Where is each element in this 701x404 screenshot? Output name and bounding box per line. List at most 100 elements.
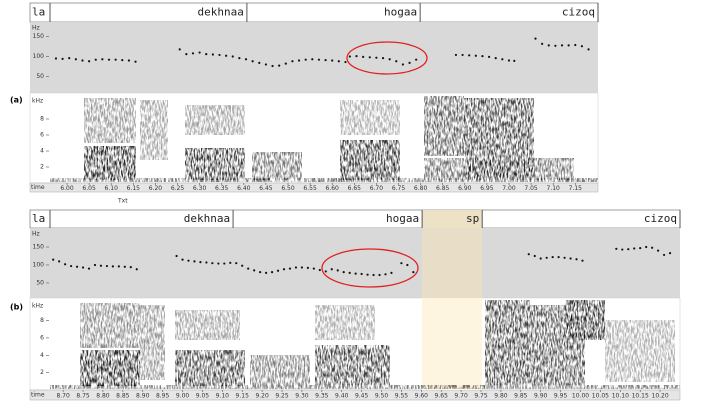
khz-tick-label: 4: [40, 148, 44, 155]
pitch-point: [127, 59, 130, 62]
pitch-point: [253, 269, 256, 272]
pitch-point: [366, 273, 369, 276]
time-tick-label: 9.35: [315, 393, 329, 400]
pitch-point: [324, 270, 327, 273]
pitch-point: [348, 55, 351, 58]
pitch-point: [539, 257, 542, 260]
time-tick-label: 9.45: [355, 393, 369, 400]
pitch-point: [400, 262, 403, 265]
pitch-point: [94, 58, 97, 61]
pitch-point: [300, 266, 304, 269]
time-tick-label: 6.40: [237, 185, 251, 192]
time-tick-label: 9.00: [176, 393, 190, 400]
pitch-point: [545, 256, 548, 259]
pitch-point: [513, 59, 516, 62]
sp-highlight: [422, 228, 482, 298]
pitch-point: [64, 263, 67, 266]
hz-tick-label: 150: [33, 244, 45, 251]
time-tick-label: 6.00: [60, 185, 74, 192]
pitch-point: [575, 258, 578, 261]
pitch-point: [241, 264, 244, 267]
pitch-point: [384, 273, 387, 276]
note: Txt: [117, 198, 128, 205]
pitch-point: [297, 59, 301, 62]
sp-highlight: [422, 298, 482, 390]
pitch-point: [211, 53, 214, 56]
pitch-point: [388, 58, 391, 61]
pitch-point: [181, 258, 184, 261]
time-tick-label: 6.35: [215, 185, 229, 192]
pitch-point: [58, 260, 61, 263]
pitch-point: [134, 60, 137, 63]
word: sp: [466, 212, 479, 225]
word: hogaa: [386, 212, 419, 225]
pitch-point: [468, 54, 471, 57]
pitch-point: [580, 45, 584, 48]
time-tick-label: 10.00: [572, 393, 589, 400]
pitch-point: [114, 58, 117, 61]
pitch-point: [135, 268, 138, 271]
word: dekhnaa: [198, 6, 244, 19]
pitch-point: [501, 58, 504, 61]
time-tick-label: 6.75: [392, 185, 406, 192]
pitch-point: [461, 53, 464, 57]
time-tick-label: 8.80: [96, 393, 110, 400]
time-tick-label: 7.05: [524, 185, 538, 192]
pitch-point: [494, 56, 497, 60]
pitch-point: [633, 247, 636, 250]
pitch-point: [247, 267, 250, 270]
pitch-point: [651, 246, 654, 249]
khz-tick-label: 2: [40, 369, 44, 376]
pitch-point: [639, 247, 642, 250]
pitch-point: [337, 60, 340, 63]
pitch-point: [408, 61, 411, 64]
pitch-point: [117, 265, 120, 268]
pitch-point: [258, 61, 261, 64]
pitch-point: [175, 254, 178, 258]
time-tick-label: 6.25: [171, 185, 185, 192]
pitch-point: [336, 269, 339, 272]
pitch-point: [101, 58, 104, 61]
time-tick-label: 6.30: [193, 185, 207, 192]
axis-label: kHz: [32, 303, 43, 310]
khz-tick-label: 4: [40, 352, 44, 359]
pitch-point: [360, 272, 363, 276]
pitch-point: [278, 64, 281, 67]
axis-label: Hz: [32, 231, 40, 238]
pitch-point: [569, 257, 572, 260]
pitch-point: [662, 253, 666, 257]
hz-tick-label: 100: [33, 53, 45, 60]
axis-label: kHz: [32, 98, 43, 105]
pitch-point: [52, 258, 55, 261]
time-tick-label: 10.15: [632, 393, 649, 400]
axis-label: time: [31, 184, 45, 191]
pitch-point: [105, 264, 109, 268]
hz-tick-label: 50: [36, 279, 44, 286]
pitch-point: [368, 56, 371, 59]
pitch-point: [304, 58, 307, 61]
khz-tick-label: 8: [40, 317, 44, 324]
pitch-point: [348, 271, 351, 274]
time-tick-label: 9.30: [295, 393, 309, 400]
time-tick-label: 7.15: [569, 185, 583, 192]
time-tick-label: 6.05: [82, 185, 96, 192]
time-tick-label: 9.50: [375, 393, 389, 400]
time-tick-label: 9.60: [415, 393, 429, 400]
time-tick-label: 9.95: [554, 393, 568, 400]
time-tick-label: 9.25: [275, 393, 289, 400]
time-tick-label: 9.65: [435, 393, 449, 400]
pitch-point: [185, 53, 188, 56]
pitch-area: [30, 228, 680, 298]
pitch-point: [229, 261, 232, 264]
time-tick-label: 6.10: [105, 185, 119, 192]
pitch-point: [271, 64, 274, 68]
pitch-point: [381, 56, 385, 60]
time-tick-label: 6.85: [436, 185, 450, 192]
spectrogram: [50, 96, 598, 182]
pitch-point: [474, 54, 477, 57]
pitch-point: [193, 260, 196, 263]
time-tick-label: 9.70: [454, 393, 468, 400]
hz-tick-label: 150: [33, 33, 45, 40]
time-tick-label: 6.65: [348, 185, 362, 192]
pitch-point: [69, 264, 73, 268]
